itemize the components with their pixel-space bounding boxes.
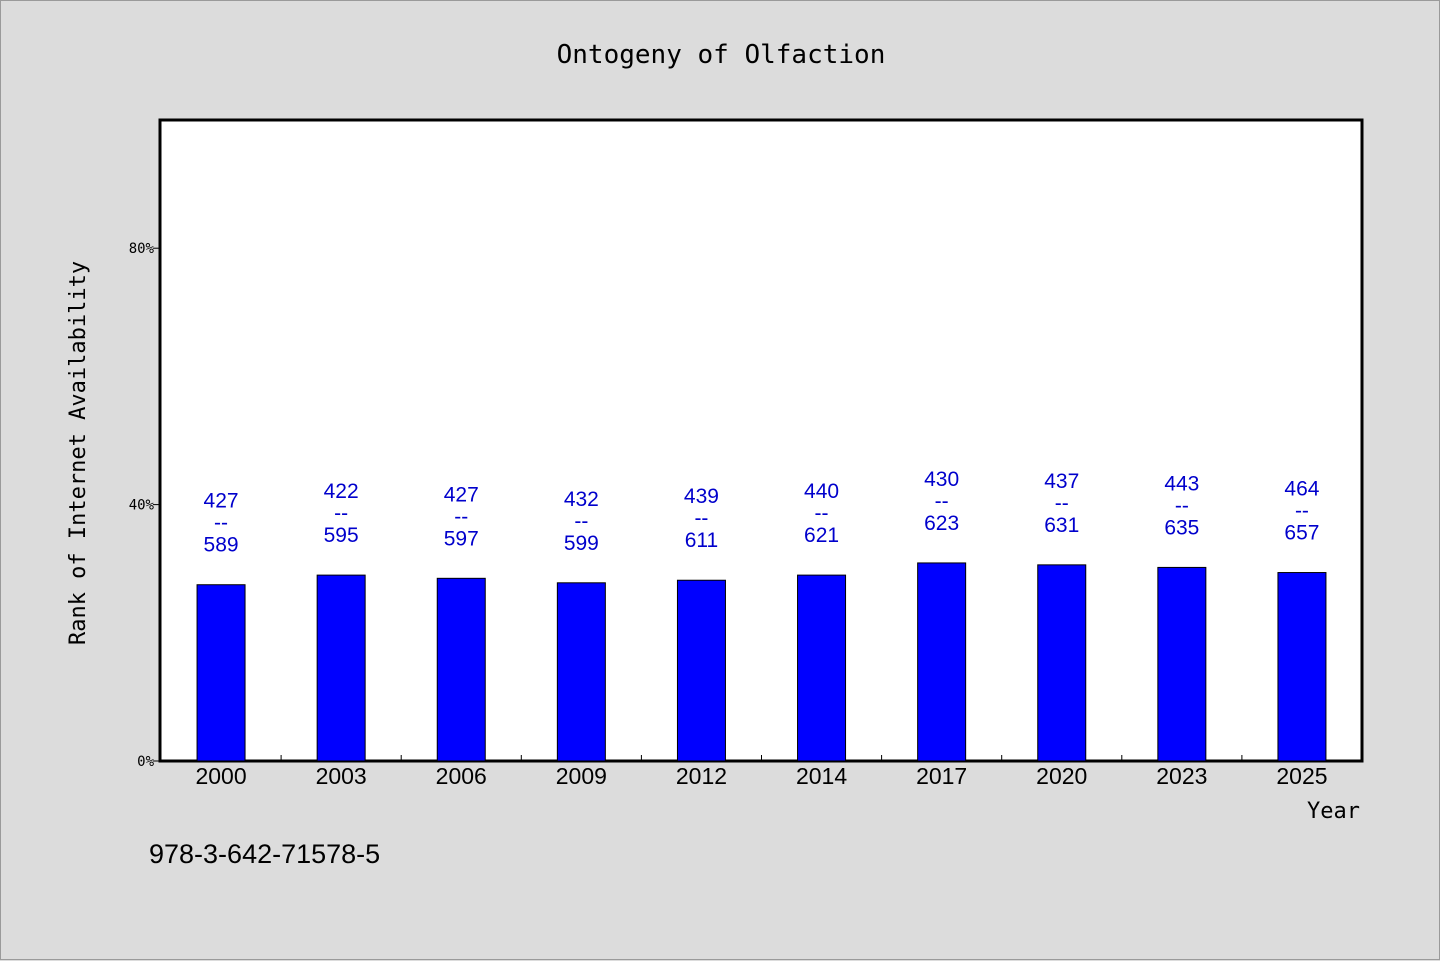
- data-label-top: 443: [1164, 472, 1199, 495]
- bar: [676, 579, 726, 762]
- bar: [436, 577, 486, 762]
- data-label-separator: --: [1175, 494, 1189, 517]
- x-tick-label: 2006: [436, 763, 487, 789]
- data-label-top: 437: [1044, 470, 1079, 493]
- x-tick-label: 2012: [676, 763, 727, 789]
- isbn-footer: 978-3-642-71578-5: [149, 839, 380, 869]
- x-axis: 2000 2003 2006 2009 2012 2014 2017 2020 2023 2025: [195, 755, 1328, 789]
- bar: [917, 562, 967, 762]
- y-axis: 0% 40% 80%: [129, 241, 160, 770]
- bar: [1037, 564, 1087, 762]
- data-labels: 427--589422--595427--597432--599439--611…: [204, 468, 1320, 557]
- bar-series: [196, 562, 1327, 762]
- data-label-bottom: 599: [564, 532, 599, 555]
- x-tick-label: 2014: [796, 763, 847, 789]
- x-tick-label: 2025: [1276, 763, 1327, 789]
- data-label-bottom: 589: [204, 534, 239, 557]
- y-tick-label: 80%: [129, 241, 155, 257]
- data-label-top: 427: [204, 490, 239, 513]
- chart-title: Ontogeny of Olfaction: [557, 40, 886, 70]
- x-tick-label: 2020: [1036, 763, 1087, 789]
- y-axis-title: Rank of Internet Availability: [66, 261, 91, 645]
- data-label-top: 430: [924, 468, 959, 491]
- data-label-top: 432: [564, 488, 599, 511]
- x-tick-label: 2009: [556, 763, 607, 789]
- data-label-bottom: 631: [1044, 514, 1079, 537]
- x-tick-label: 2023: [1156, 763, 1207, 789]
- data-label-separator: --: [815, 502, 829, 525]
- bar: [556, 582, 606, 762]
- data-label-bottom: 597: [444, 527, 479, 550]
- data-label-bottom: 657: [1284, 522, 1319, 545]
- data-label-separator: --: [694, 507, 708, 530]
- data-label-separator: --: [1295, 500, 1309, 523]
- bar: [316, 574, 366, 762]
- x-tick-label: 2003: [316, 763, 367, 789]
- x-tick-label: 2000: [195, 763, 246, 789]
- data-label-top: 422: [324, 480, 359, 503]
- data-label-bottom: 595: [324, 524, 359, 547]
- data-label-bottom: 623: [924, 512, 959, 535]
- data-label-separator: --: [574, 510, 588, 533]
- y-tick-label: 0%: [137, 754, 154, 770]
- data-label-bottom: 611: [685, 529, 718, 552]
- data-label-separator: --: [334, 502, 348, 525]
- data-label-separator: --: [1055, 492, 1069, 515]
- data-label-top: 439: [684, 485, 719, 508]
- data-label-bottom: 635: [1164, 516, 1199, 539]
- data-label-separator: --: [935, 490, 949, 513]
- y-tick-label: 40%: [129, 498, 155, 514]
- data-label-bottom: 621: [804, 524, 839, 547]
- bar: [196, 584, 246, 762]
- data-label-top: 464: [1284, 478, 1319, 501]
- bar: [1277, 572, 1327, 762]
- bar: [1157, 566, 1207, 762]
- data-label-top: 427: [444, 483, 479, 506]
- x-tick-label: 2017: [916, 763, 967, 789]
- x-axis-title: Year: [1307, 799, 1360, 824]
- data-label-separator: --: [214, 512, 228, 535]
- data-label-separator: --: [454, 505, 468, 528]
- bar: [797, 574, 847, 762]
- data-label-top: 440: [804, 480, 839, 503]
